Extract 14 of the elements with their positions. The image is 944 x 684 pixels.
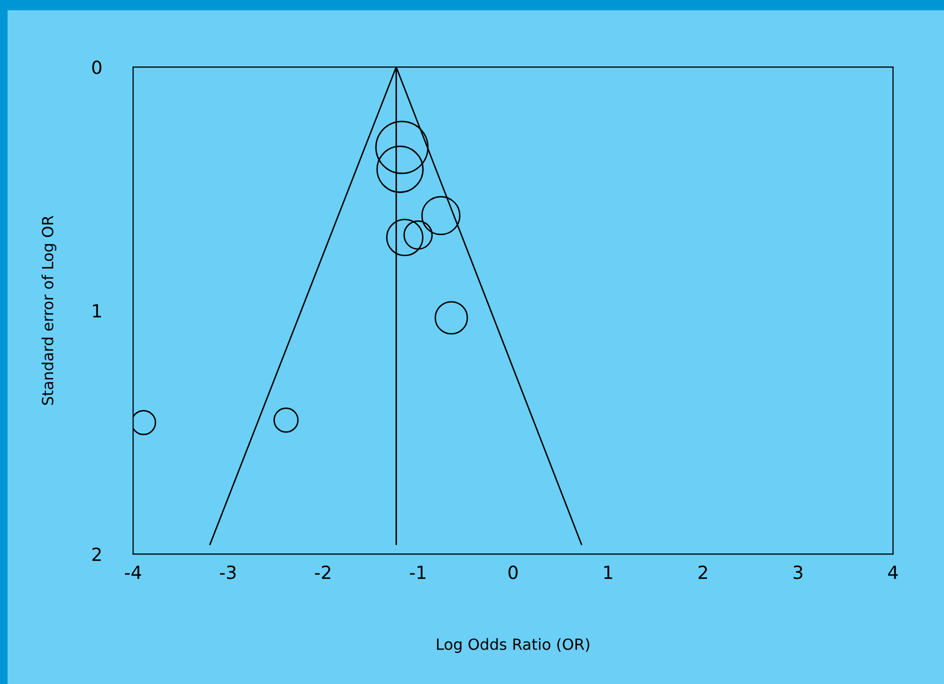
x-tick-label: -1 <box>410 566 426 579</box>
x-tick-label: 2 <box>698 565 707 579</box>
y-tick-label: 1 <box>93 304 101 318</box>
x-tick-label: -3 <box>220 565 236 580</box>
x-tick-label: -4 <box>124 566 142 579</box>
x-tick-label: 0 <box>508 565 518 580</box>
x-axis-title: Log Odds Ratio (OR) <box>437 638 590 653</box>
x-tick-label: 4 <box>888 566 898 579</box>
x-tick-label: 1 <box>604 566 612 579</box>
x-tick-label: 3 <box>794 565 802 580</box>
x-tick-label: -2 <box>314 565 330 579</box>
y-axis-title: Standard error of Log OR <box>42 216 56 405</box>
y-tick-label: 2 <box>92 548 101 561</box>
y-tick-label: 0 <box>92 60 102 74</box>
